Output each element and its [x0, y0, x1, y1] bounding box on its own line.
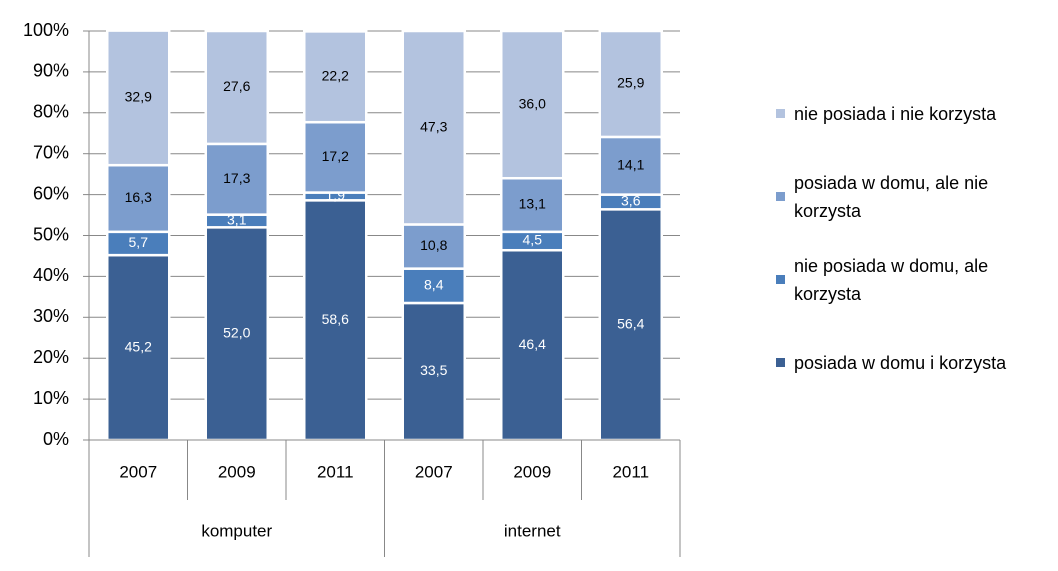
group-label: komputer [201, 521, 272, 540]
value-label: 16,3 [125, 189, 152, 205]
y-tick-label: 0% [43, 429, 69, 449]
value-label: 25,9 [617, 75, 644, 91]
y-tick-label: 50% [33, 224, 69, 244]
bar-segment [500, 29, 565, 180]
legend-item: nie posiada w domu, ale korzysta [776, 238, 1046, 321]
y-tick-label: 10% [33, 388, 69, 408]
value-label: 58,6 [322, 311, 349, 327]
x-tick-label: 2011 [612, 462, 649, 481]
bar-segment [303, 199, 368, 442]
value-label: 13,1 [519, 196, 546, 212]
value-label: 47,3 [420, 118, 447, 134]
bar-segment [598, 208, 663, 442]
legend-swatch [776, 109, 785, 118]
bar-segment [500, 248, 565, 442]
x-tick-label: 2009 [513, 462, 551, 481]
x-tick-label: 2007 [119, 462, 157, 481]
value-label: 36,0 [519, 95, 546, 111]
y-tick-label: 40% [33, 265, 69, 285]
bar-segment [204, 226, 269, 442]
bar-segment [106, 29, 171, 167]
value-label: 56,4 [617, 315, 644, 331]
value-label: 45,2 [125, 338, 152, 354]
bar-segment [303, 30, 368, 124]
legend-swatch [776, 275, 785, 284]
value-label: 14,1 [617, 156, 644, 172]
legend-swatch [776, 358, 785, 367]
x-tick-label: 2009 [218, 462, 256, 481]
x-tick-label: 2007 [415, 462, 453, 481]
value-label: 32,9 [125, 89, 152, 105]
legend-item: nie posiada i nie korzysta [776, 72, 1046, 155]
bar-segment [106, 253, 171, 442]
bar-segment [204, 29, 269, 146]
value-label: 33,5 [420, 362, 447, 378]
value-label: 22,2 [322, 68, 349, 84]
value-label: 3,6 [621, 193, 641, 209]
legend-item: posiada w domu i korzysta [776, 321, 1046, 404]
legend: nie posiada i nie korzysta posiada w domu… [776, 72, 1046, 404]
value-label: 5,7 [129, 234, 149, 250]
value-label: 10,8 [420, 237, 447, 253]
legend-label: nie posiada i nie korzysta [794, 103, 997, 124]
x-tick-label: 2011 [317, 462, 354, 481]
bar-segment [401, 29, 466, 226]
legend-label: nie posiada w domu, ale korzysta [794, 255, 989, 304]
value-label: 17,3 [223, 170, 250, 186]
value-label: 27,6 [223, 78, 250, 94]
chart: 0% 10% 20% 30% 40% 50% 60% 70% 80% 90% 100% 45,2 5,7… [23, 20, 681, 557]
y-tick-label: 100% [23, 20, 69, 40]
y-tick-label: 20% [33, 347, 69, 367]
value-label: 52,0 [223, 324, 250, 340]
value-label: 4,5 [523, 232, 543, 248]
value-label: 17,2 [322, 148, 349, 164]
legend-item: posiada w domu, ale nie korzysta [776, 155, 1046, 238]
value-label: 8,4 [424, 277, 444, 293]
value-label: 46,4 [519, 336, 546, 352]
bar-segment [204, 142, 269, 216]
bar-segment [598, 29, 663, 139]
y-tick-label: 60% [33, 183, 69, 203]
y-tick-label: 80% [33, 102, 69, 122]
y-tick-label: 70% [33, 142, 69, 162]
legend-label: posiada w domu i korzysta [794, 352, 1007, 373]
group-label: internet [504, 521, 561, 540]
y-tick-label: 30% [33, 306, 69, 326]
legend-swatch [776, 192, 785, 201]
legend-label: posiada w domu, ale nie korzysta [794, 172, 989, 221]
y-tick-label: 90% [33, 61, 69, 81]
bar-segment [106, 163, 171, 234]
bar-segment [401, 223, 466, 270]
